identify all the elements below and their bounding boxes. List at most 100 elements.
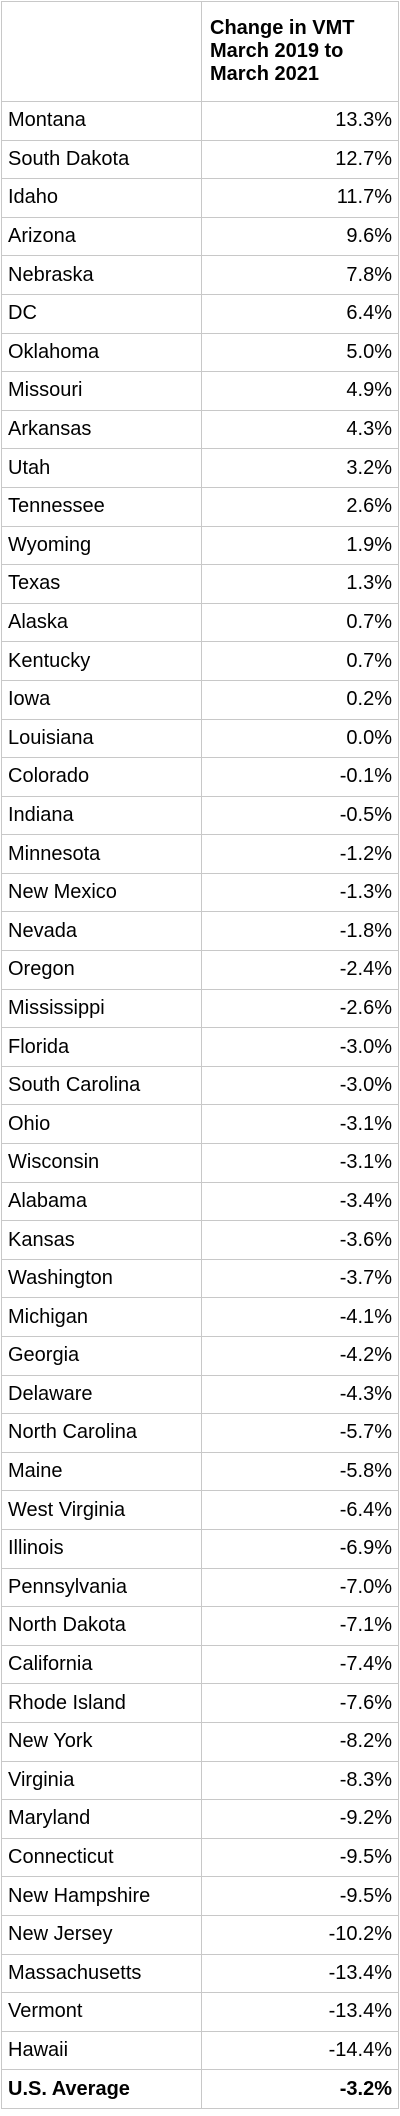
table-row: Kentucky 0.7% [1, 641, 399, 681]
state-cell: Arizona [1, 216, 202, 257]
header-row: Change in VMT March 2019 to March 2021 [1, 1, 399, 102]
state-cell: Mississippi [1, 988, 202, 1029]
state-cell: North Dakota [1, 1606, 202, 1646]
state-cell: New Hampshire [1, 1876, 202, 1916]
value-cell: -4.3% [201, 1374, 399, 1415]
value-cell: -3.1% [201, 1104, 399, 1145]
value-cell: -7.4% [201, 1644, 399, 1685]
value-cell: -7.1% [201, 1606, 399, 1646]
table-row: Illinois -6.9% [1, 1528, 399, 1569]
table-row: Arkansas 4.3% [1, 409, 399, 450]
state-cell: Maryland [1, 1799, 202, 1839]
header-cell [1, 1, 202, 102]
value-cell: 0.0% [201, 718, 399, 759]
state-cell: DC [1, 293, 202, 334]
state-cell: Louisiana [1, 718, 202, 759]
table-row: Tennessee 2.6% [1, 486, 399, 527]
table-row: Massachusetts -13.4% [1, 1953, 399, 1994]
state-cell: Vermont [1, 1992, 202, 2032]
table-body: Montana 13.3% South Dakota 12.7% Idaho 11.7% A… [1, 101, 399, 2109]
table-row: New Jersey -10.2% [1, 1914, 399, 1955]
value-cell: 1.3% [201, 564, 399, 604]
state-cell: Delaware [1, 1374, 202, 1415]
value-cell: 0.2% [201, 679, 399, 720]
value-cell: -7.6% [201, 1683, 399, 1723]
state-cell: Alabama [1, 1181, 202, 1222]
value-cell: -1.2% [201, 834, 399, 874]
value-cell: 6.4% [201, 293, 399, 334]
table-row: Louisiana 0.0% [1, 718, 399, 759]
table-row: New York -8.2% [1, 1721, 399, 1762]
header-cell: Change in VMT March 2019 to March 2021 [201, 1, 399, 102]
value-cell: 4.3% [201, 409, 399, 450]
value-cell: -3.0% [201, 1065, 399, 1106]
table-row: North Carolina -5.7% [1, 1413, 399, 1453]
table-row: Washington -3.7% [1, 1258, 399, 1299]
state-cell: Minnesota [1, 834, 202, 874]
table-row: Connecticut -9.5% [1, 1837, 399, 1878]
value-cell: -9.5% [201, 1837, 399, 1878]
table-row: Mississippi -2.6% [1, 988, 399, 1029]
table-row: Colorado -0.1% [1, 757, 399, 797]
value-cell: -8.3% [201, 1760, 399, 1801]
value-cell: 3.2% [201, 448, 399, 488]
state-cell: North Carolina [1, 1413, 202, 1453]
state-cell: Nebraska [1, 255, 202, 295]
table-row: Nevada -1.8% [1, 911, 399, 952]
state-cell: Utah [1, 448, 202, 488]
value-cell: 4.9% [201, 371, 399, 411]
table-row: Rhode Island -7.6% [1, 1683, 399, 1723]
state-cell: Hawaii [1, 2030, 202, 2071]
value-cell: 0.7% [201, 641, 399, 681]
state-cell: Missouri [1, 371, 202, 411]
value-cell: -0.5% [201, 795, 399, 836]
state-cell: Massachusetts [1, 1953, 202, 1994]
state-cell: New York [1, 1721, 202, 1762]
state-cell: Colorado [1, 757, 202, 797]
state-cell: Idaho [1, 178, 202, 218]
table-row: Montana 13.3% [1, 101, 399, 141]
state-cell: South Dakota [1, 139, 202, 180]
table-row: New Mexico -1.3% [1, 872, 399, 913]
table-row: Georgia -4.2% [1, 1336, 399, 1376]
state-cell: Wyoming [1, 525, 202, 566]
value-cell: -7.0% [201, 1567, 399, 1608]
state-cell: Michigan [1, 1297, 202, 1337]
table-row: Missouri 4.9% [1, 371, 399, 411]
table-row: DC 6.4% [1, 293, 399, 334]
state-cell: Montana [1, 101, 202, 141]
state-cell: Kentucky [1, 641, 202, 681]
state-cell: New Mexico [1, 872, 202, 913]
table-row: Ohio -3.1% [1, 1104, 399, 1145]
value-cell: -14.4% [201, 2030, 399, 2071]
value-cell: -3.2% [201, 2069, 399, 2109]
table-row: Hawaii -14.4% [1, 2030, 399, 2071]
value-cell: -8.2% [201, 1721, 399, 1762]
state-cell: Iowa [1, 679, 202, 720]
value-cell: -3.0% [201, 1027, 399, 1067]
table-row: Florida -3.0% [1, 1027, 399, 1067]
table-row: North Dakota -7.1% [1, 1606, 399, 1646]
value-cell: -2.4% [201, 950, 399, 990]
state-cell: Tennessee [1, 486, 202, 527]
value-cell: 12.7% [201, 139, 399, 180]
state-cell: Washington [1, 1258, 202, 1299]
state-cell: Pennsylvania [1, 1567, 202, 1608]
table-row: Alabama -3.4% [1, 1181, 399, 1222]
value-cell: -3.6% [201, 1220, 399, 1260]
state-cell: Illinois [1, 1528, 202, 1569]
state-cell: New Jersey [1, 1914, 202, 1955]
table-row: Utah 3.2% [1, 448, 399, 488]
value-cell: 13.3% [201, 101, 399, 141]
table-row: Pennsylvania -7.0% [1, 1567, 399, 1608]
state-cell: Ohio [1, 1104, 202, 1145]
table-row: Vermont -13.4% [1, 1992, 399, 2032]
state-cell: Kansas [1, 1220, 202, 1260]
table-row: West Virginia -6.4% [1, 1490, 399, 1530]
value-cell: 1.9% [201, 525, 399, 566]
state-cell: Oklahoma [1, 332, 202, 373]
state-cell: Texas [1, 564, 202, 604]
table-row: South Carolina -3.0% [1, 1065, 399, 1106]
state-cell: Indiana [1, 795, 202, 836]
value-cell: 7.8% [201, 255, 399, 295]
